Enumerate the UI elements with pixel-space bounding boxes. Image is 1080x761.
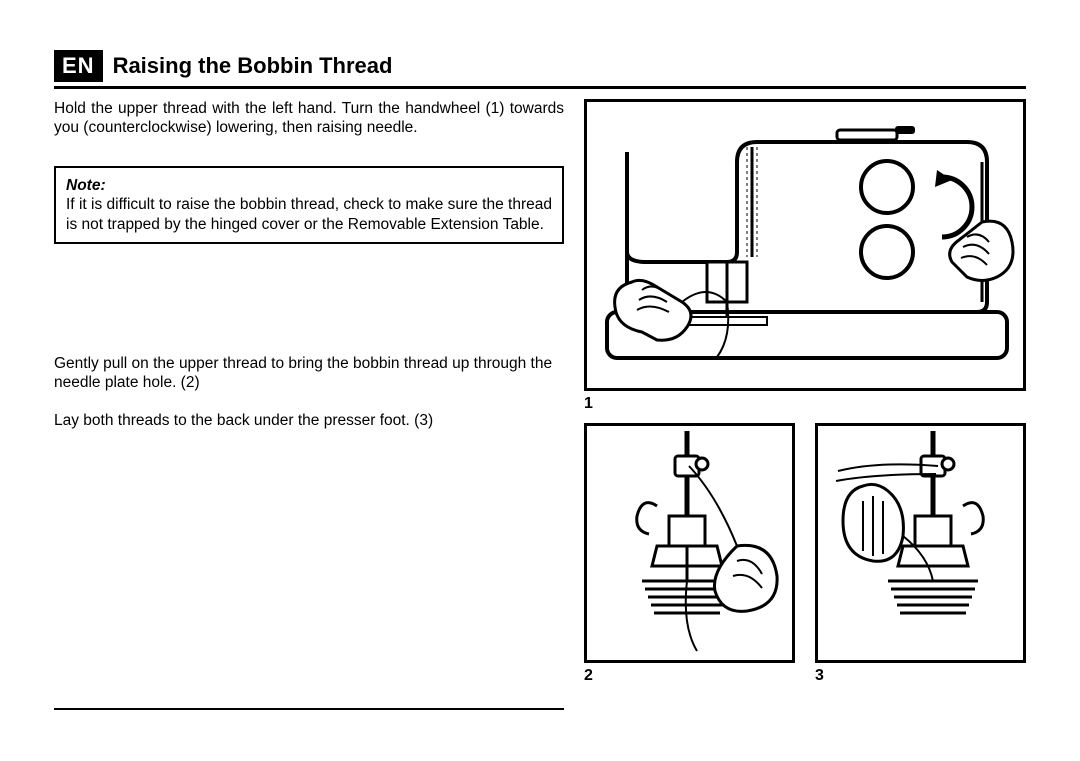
note-box: Note: If it is difficult to raise the bo…	[54, 166, 564, 244]
content-columns: Hold the upper thread with the left hand…	[54, 99, 1026, 695]
paragraph-2: Gently pull on the upper thread to bring…	[54, 354, 564, 393]
figure-2	[584, 423, 795, 663]
paragraph-1: Hold the upper thread with the left hand…	[54, 99, 564, 138]
text-column: Hold the upper thread with the left hand…	[54, 99, 564, 695]
presser-foot-illustration-2	[587, 426, 792, 660]
figure-1-caption: 1	[584, 395, 1026, 413]
note-label: Note:	[66, 176, 552, 195]
page-title: Raising the Bobbin Thread	[113, 53, 393, 79]
note-body: If it is difficult to raise the bobbin t…	[66, 195, 552, 234]
heading-row: EN Raising the Bobbin Thread	[54, 50, 1026, 89]
bottom-figures-row: 2	[584, 423, 1026, 695]
paragraph-3: Lay both threads to the back under the p…	[54, 411, 564, 430]
figure-3	[815, 423, 1026, 663]
language-badge: EN	[54, 50, 103, 82]
presser-foot-illustration-3	[818, 426, 1023, 660]
manual-page: EN Raising the Bobbin Thread Hold the up…	[54, 50, 1026, 695]
figure-3-caption: 3	[815, 667, 1026, 685]
footer-rule	[54, 708, 564, 710]
figure-2-caption: 2	[584, 667, 795, 685]
sewing-machine-illustration	[587, 102, 1023, 388]
figure-2-wrap: 2	[584, 423, 795, 695]
figure-1	[584, 99, 1026, 391]
figure-3-wrap: 3	[815, 423, 1026, 695]
figure-column: 1	[584, 99, 1026, 695]
